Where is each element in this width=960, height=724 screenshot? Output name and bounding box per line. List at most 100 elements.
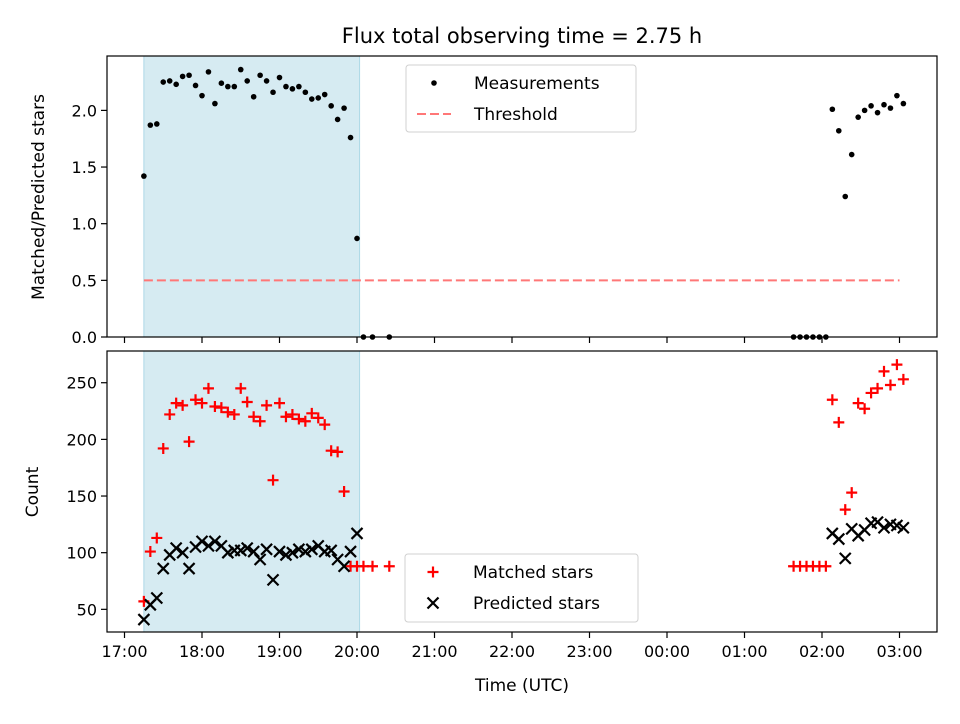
measurement-point: [354, 235, 360, 242]
measurement-point: [186, 72, 192, 79]
predicted-star-point: [305, 543, 319, 556]
matched-star-point: [852, 397, 864, 409]
matched-star-point: [306, 407, 318, 419]
measurement-point: [894, 92, 900, 99]
matched-star-point: [196, 397, 208, 409]
axes-frame: [106, 55, 938, 338]
measurement-point: [289, 86, 296, 92]
y-tick-label: 50: [77, 600, 97, 619]
matched-star-point: [254, 415, 266, 427]
predicted-star-point: [169, 541, 183, 555]
matched-star-point: [151, 532, 163, 544]
legend-box: [405, 64, 637, 133]
measurement-point: [153, 121, 160, 127]
measurement-point: [874, 109, 881, 116]
measurement-point: [225, 83, 231, 90]
shaded-span: [143, 350, 361, 633]
measurement-point: [212, 100, 218, 107]
top-subplot: 0.0 0.5 1.0 1.5 2.0 Measurements Threshold: [72, 55, 938, 347]
matched-star-point: [293, 413, 305, 425]
predicted-star-point: [877, 521, 891, 535]
measurement-point: [237, 66, 244, 73]
x-tick-label: 20:00: [334, 642, 380, 661]
predicted-star-point: [253, 553, 267, 566]
y-tick-label: 200: [66, 430, 97, 449]
legend-marker-x: [426, 596, 440, 610]
matched-star-point: [248, 411, 260, 423]
matched-star-point: [190, 394, 202, 406]
matched-star-point: [261, 399, 273, 411]
matched-star-point: [228, 408, 240, 420]
y-tick-label: 1.5: [72, 158, 97, 177]
legend-marker-plus: [427, 566, 439, 578]
predicted-star-point: [156, 562, 170, 575]
measurement-point: [328, 103, 334, 109]
matched-star-point: [177, 399, 189, 411]
predicted-star-point: [897, 521, 910, 535]
predicted-star-point: [150, 591, 164, 605]
matched-star-point: [299, 415, 311, 427]
measurement-point: [315, 95, 322, 101]
measurement-point: [250, 93, 257, 100]
predicted-star-point: [350, 527, 364, 540]
bottom-y-axis-label: Count: [23, 466, 43, 517]
y-tick-label: 250: [66, 374, 97, 393]
measurement-point: [231, 83, 238, 90]
measurement-point: [829, 106, 836, 113]
matched-star-point: [241, 396, 253, 408]
matched-star-point: [267, 474, 279, 486]
matched-star-point: [170, 397, 182, 409]
matched-star-point: [872, 382, 884, 394]
y-tick-label: 100: [66, 544, 97, 563]
x-tick-label: 02:00: [799, 642, 845, 661]
axes-frame: [106, 350, 938, 633]
x-tick-label: 19:00: [256, 642, 302, 661]
measurement-point: [160, 79, 167, 85]
x-tick-label: 00:00: [644, 642, 690, 661]
matched-star-point: [183, 436, 195, 448]
top-y-axis-label: Matched/Predicted stars: [29, 94, 49, 300]
measurement-point: [147, 122, 154, 128]
predicted-star-point: [266, 573, 280, 587]
matched-star-point: [157, 442, 169, 454]
matched-star-point: [222, 406, 234, 418]
measurement-point: [296, 83, 302, 90]
x-tick-label: 18:00: [179, 642, 225, 661]
matched-star-point: [164, 408, 176, 420]
predicted-star-point: [182, 562, 196, 575]
matched-star-point: [878, 365, 890, 377]
matched-star-point: [884, 379, 896, 391]
bottom-subplot: 50 100 150 200 250 17:00 18:00 19:00 20:00 21:00 2…: [66, 350, 938, 661]
legend-label: Threshold: [473, 105, 558, 125]
predicted-star-point: [273, 545, 286, 558]
matched-star-point: [826, 394, 838, 406]
matched-star-point: [839, 504, 851, 516]
measurement-point: [900, 100, 907, 107]
matched-star-point: [833, 416, 845, 428]
predicted-star-point: [286, 546, 299, 559]
matched-star-point: [319, 419, 331, 431]
measurement-point: [263, 78, 270, 84]
matched-star-point: [209, 401, 221, 413]
measurement-point: [173, 81, 179, 88]
predicted-star-point: [208, 535, 222, 548]
matched-star-point: [820, 560, 832, 572]
measurement-point: [141, 173, 147, 179]
measurement-point: [334, 116, 341, 123]
measurement-point: [341, 105, 347, 111]
predicted-star-point: [324, 544, 338, 557]
y-tick-label: 1.0: [72, 215, 97, 234]
predicted-star-point: [176, 546, 189, 559]
matched-star-point: [897, 373, 909, 385]
y-tick-label: 2.0: [72, 101, 97, 120]
predicted-star-point: [240, 541, 254, 555]
matched-star-point: [891, 359, 903, 371]
y-tick-label: 0.0: [72, 328, 97, 347]
matched-star-point: [332, 446, 344, 458]
matched-star-point: [367, 560, 378, 572]
x-tick-label: 21:00: [411, 642, 457, 661]
x-tick-label: 23:00: [566, 642, 612, 661]
predicted-star-point: [832, 532, 846, 546]
legend-marker-dot: [431, 80, 437, 86]
